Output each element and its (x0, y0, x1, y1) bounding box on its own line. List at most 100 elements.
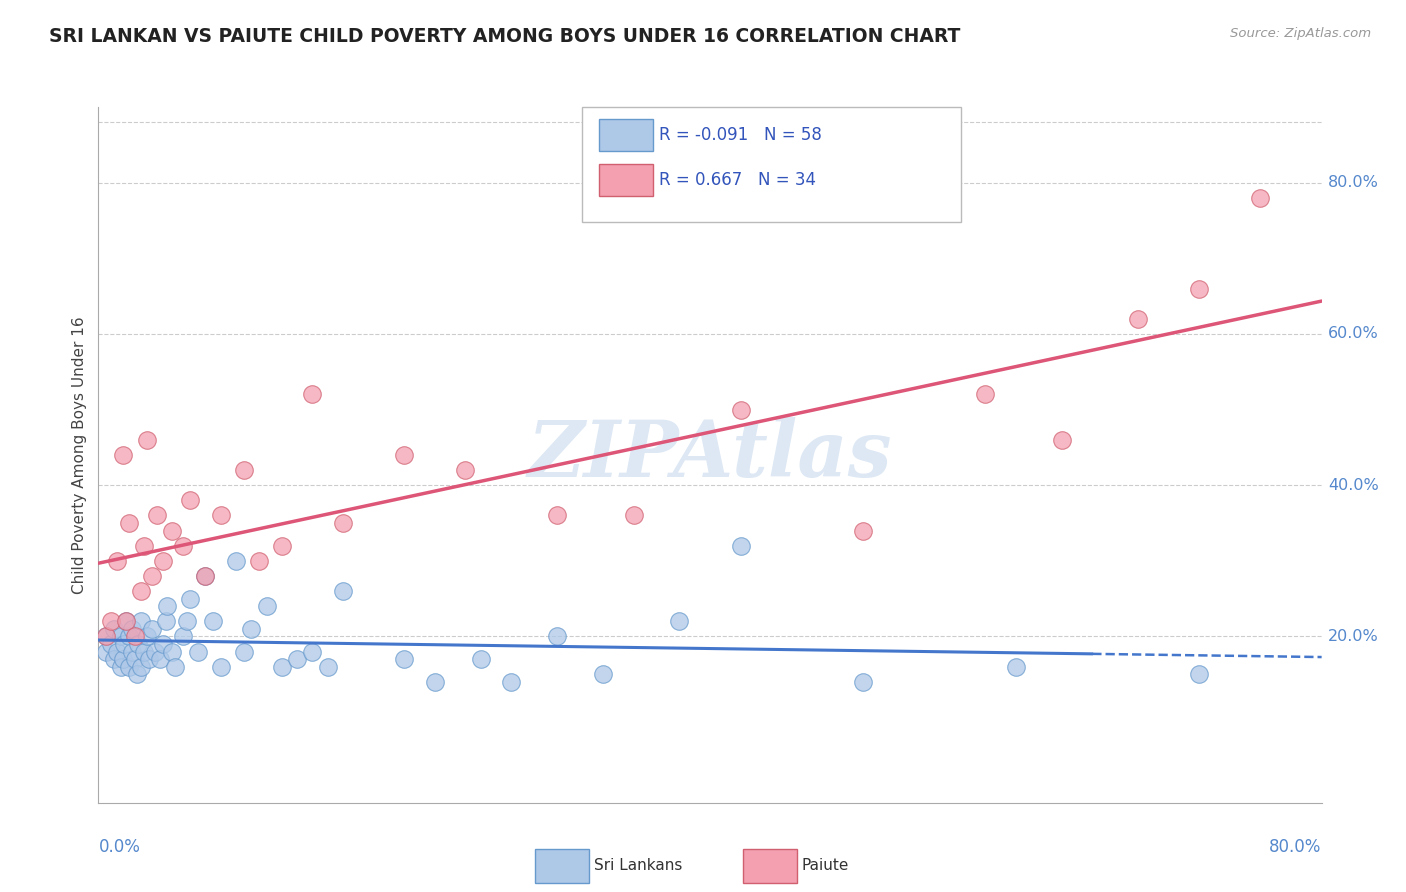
Point (1004, 659, 1026, 673)
Point (127, 637, 149, 651)
Point (94, 629, 117, 643)
Point (110, 629, 132, 643)
Point (852, 524, 875, 538)
Text: ZIPAtlas: ZIPAtlas (527, 417, 893, 493)
Text: SRI LANKAN VS PAIUTE CHILD POVERTY AMONG BOYS UNDER 16 CORRELATION CHART: SRI LANKAN VS PAIUTE CHILD POVERTY AMONG… (49, 27, 960, 45)
Point (149, 652, 172, 666)
Point (974, 387, 997, 401)
Point (103, 652, 125, 666)
Y-axis label: Child Poverty Among Boys Under 16: Child Poverty Among Boys Under 16 (72, 316, 87, 594)
Point (129, 584, 152, 599)
Text: R = -0.091   N = 58: R = -0.091 N = 58 (658, 126, 821, 144)
Point (392, 652, 416, 666)
FancyBboxPatch shape (599, 164, 652, 196)
Point (332, 584, 354, 599)
Point (115, 615, 138, 629)
Text: 60.0%: 60.0% (1327, 326, 1378, 342)
Point (194, 569, 217, 583)
Point (1188, 281, 1211, 295)
Point (100, 637, 122, 651)
Point (316, 659, 339, 673)
Point (194, 569, 217, 583)
Point (134, 644, 156, 658)
FancyBboxPatch shape (742, 849, 797, 883)
Point (118, 659, 141, 673)
Point (134, 539, 156, 553)
Point (501, 674, 523, 689)
Point (145, 508, 167, 523)
Point (179, 591, 201, 606)
Point (301, 387, 323, 401)
Point (301, 644, 323, 658)
Point (1050, 433, 1073, 447)
Point (546, 629, 568, 643)
Point (118, 516, 141, 530)
Point (225, 554, 247, 568)
Point (392, 448, 416, 462)
FancyBboxPatch shape (582, 107, 960, 222)
Point (110, 659, 132, 673)
Point (1128, 311, 1150, 326)
Point (125, 667, 148, 681)
Text: Sri Lankans: Sri Lankans (593, 858, 682, 873)
Point (285, 652, 308, 666)
Point (852, 674, 875, 689)
Point (172, 539, 194, 553)
Text: 80.0%: 80.0% (1327, 175, 1379, 190)
Point (209, 659, 232, 673)
Point (129, 659, 152, 673)
Point (232, 644, 254, 658)
Point (121, 622, 143, 636)
Point (202, 615, 225, 629)
Point (141, 569, 163, 583)
Point (136, 629, 159, 643)
Point (112, 637, 135, 651)
Point (129, 615, 152, 629)
Point (124, 629, 146, 643)
Text: R = 0.667   N = 34: R = 0.667 N = 34 (658, 171, 815, 189)
Point (247, 554, 270, 568)
Point (668, 615, 690, 629)
Text: 80.0%: 80.0% (1270, 838, 1322, 856)
FancyBboxPatch shape (599, 119, 652, 151)
Point (115, 615, 138, 629)
Point (270, 659, 292, 673)
Point (155, 615, 177, 629)
Point (152, 554, 174, 568)
Point (124, 652, 146, 666)
Point (100, 615, 122, 629)
Point (187, 644, 209, 658)
Text: 20.0%: 20.0% (1327, 629, 1378, 644)
Point (546, 508, 568, 523)
Point (111, 448, 134, 462)
Point (454, 463, 477, 477)
Point (118, 629, 141, 643)
Point (730, 402, 752, 417)
Point (105, 554, 128, 568)
Point (730, 539, 752, 553)
Point (103, 622, 125, 636)
Point (1249, 191, 1271, 205)
Text: Paiute: Paiute (801, 858, 849, 873)
Point (423, 674, 446, 689)
Point (270, 539, 292, 553)
Point (121, 644, 143, 658)
Point (176, 615, 198, 629)
Point (179, 493, 201, 508)
Point (143, 644, 166, 658)
FancyBboxPatch shape (536, 849, 589, 883)
Point (232, 463, 254, 477)
Text: 0.0%: 0.0% (98, 838, 141, 856)
Point (240, 622, 263, 636)
Point (138, 652, 160, 666)
Point (160, 524, 183, 538)
Point (256, 599, 278, 614)
Point (172, 629, 194, 643)
Point (623, 508, 645, 523)
Point (163, 659, 186, 673)
Point (1188, 667, 1211, 681)
Point (209, 508, 232, 523)
Point (592, 667, 614, 681)
Point (152, 637, 174, 651)
Point (332, 516, 354, 530)
